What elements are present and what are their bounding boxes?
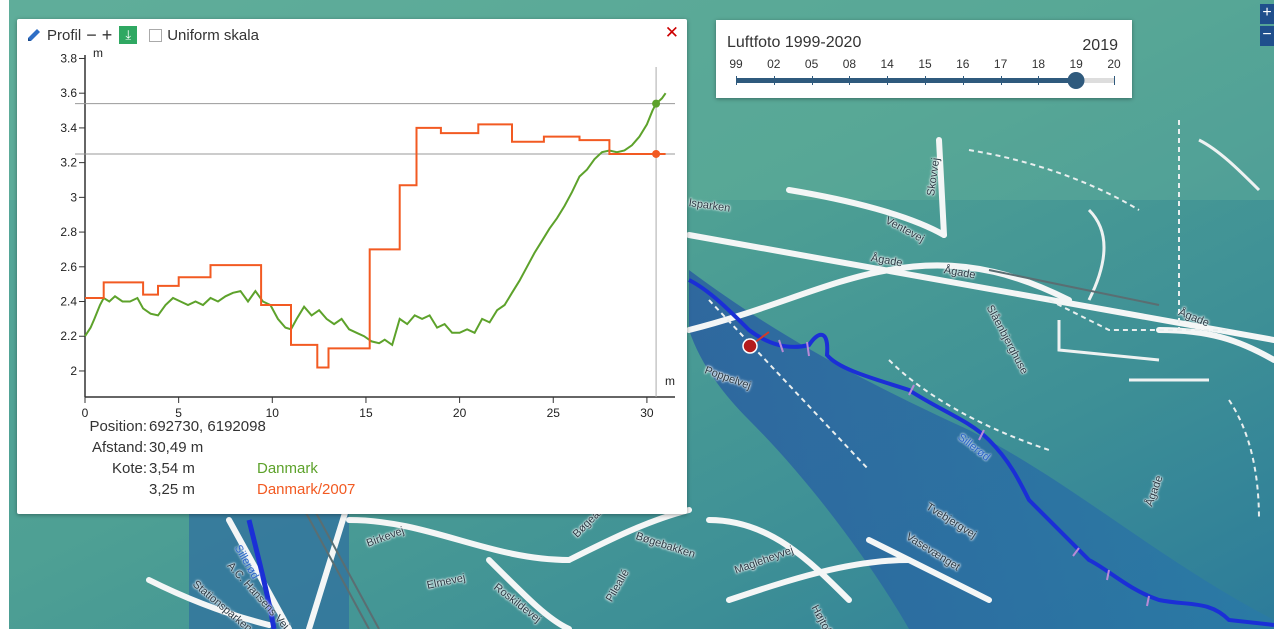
y-tick-label: 2.2 — [60, 329, 77, 343]
series-point-danmark — [652, 99, 661, 108]
profile-cursor-marker — [742, 338, 758, 354]
x-tick-label: 30 — [640, 406, 654, 419]
timeline-tick-label[interactable]: 15 — [918, 57, 932, 71]
elevation-value-2: 3,25 m — [149, 481, 195, 498]
profile-zoom-out-button[interactable]: − — [86, 25, 97, 45]
map-zoom-in-button[interactable]: + — [1260, 4, 1274, 24]
profile-chart[interactable]: 2 2.2 2.4 2.6 2.8 3 3.2 3.4 3.6 3.8 0 5 10 15 20 25 30 m m — [17, 47, 687, 419]
x-unit-label: m — [665, 374, 675, 388]
series-point-danmark-2007 — [652, 149, 661, 158]
timeline-tick-label[interactable]: 16 — [956, 57, 970, 71]
timeline-ticks: 99 02 05 08 14 15 16 17 18 19 20 — [716, 57, 1132, 71]
timeline-tick-mark — [773, 76, 775, 85]
x-tick-label: 0 — [82, 406, 89, 419]
timeline-tick-label[interactable]: 19 — [1069, 57, 1083, 71]
y-tick-label: 3.8 — [60, 51, 77, 65]
x-tick-label: 25 — [547, 406, 561, 419]
timeline-tick-label[interactable]: 05 — [804, 57, 819, 71]
y-unit-label: m — [93, 47, 103, 60]
timeline-selected-year: 2019 — [1082, 37, 1118, 54]
map-zoom-out-button[interactable]: − — [1260, 26, 1274, 46]
timeline-tick-label[interactable]: 99 — [729, 57, 743, 71]
y-tick-label: 3.2 — [60, 156, 77, 170]
uniform-scale-label[interactable]: Uniform skala — [167, 26, 259, 44]
timeline-tick-mark — [925, 76, 926, 85]
timeline-tick-mark — [1038, 76, 1040, 85]
timeline-tick-mark — [849, 76, 851, 85]
download-icon[interactable]: ⤓ — [119, 26, 138, 44]
profile-panel: Profil − + ⤓ Uniform skala ✕ 2 2.2 2.4 2.6 2… — [17, 19, 687, 514]
timeline-tick-label[interactable]: 14 — [880, 57, 894, 71]
x-tick-label: 10 — [266, 406, 280, 419]
profile-zoom-in-button[interactable]: + — [101, 25, 113, 45]
timeline-title: Luftfoto 1999-2020 — [727, 34, 862, 51]
timeline-tick-mark — [811, 76, 813, 85]
series-line-danmark-2007 — [85, 123, 666, 369]
x-tick-label: 20 — [453, 406, 467, 419]
pencil-icon[interactable] — [25, 26, 43, 44]
elevation-label: Kote: — [111, 460, 147, 477]
timeline-slider[interactable] — [736, 72, 1115, 89]
timeline-tick-label[interactable]: 08 — [842, 57, 857, 71]
y-tick-label: 3 — [70, 190, 77, 204]
elevation-value-1: 3,54 m — [149, 460, 195, 477]
distance-label: Afstand: — [91, 439, 147, 456]
y-tick-label: 2.8 — [60, 225, 77, 239]
y-tick-label: 3.4 — [60, 121, 77, 135]
timeline-tick-mark — [1114, 76, 1115, 85]
timeline-tick-mark — [1000, 76, 1002, 85]
timeline-tick-label[interactable]: 02 — [767, 57, 781, 71]
timeline-tick-mark — [736, 76, 737, 85]
timeline-tick-label[interactable]: 17 — [993, 57, 1008, 71]
profile-title: Profil — [47, 26, 82, 44]
y-tick-label: 3.6 — [60, 86, 77, 100]
position-label: Position: — [89, 418, 147, 435]
profile-toolbar: Profil − + ⤓ Uniform skala — [25, 25, 259, 45]
timeline-tick-mark — [962, 76, 964, 85]
uniform-scale-checkbox[interactable] — [149, 28, 163, 42]
position-value: 692730, 6192098 — [149, 418, 266, 435]
distance-value: 30,49 m — [149, 439, 204, 456]
close-icon[interactable]: ✕ — [664, 23, 679, 42]
aerial-photo-timeline: Luftfoto 1999-2020 2019 99 02 05 08 14 15 16 17… — [716, 20, 1132, 98]
y-tick-label: 2.4 — [60, 295, 77, 309]
timeline-tick-mark — [1076, 76, 1078, 85]
timeline-tick-label[interactable]: 18 — [1031, 57, 1046, 71]
timeline-slider-fill — [736, 78, 1077, 83]
y-tick-label: 2.6 — [60, 260, 77, 274]
series-line-danmark — [84, 92, 667, 347]
x-tick-label: 15 — [359, 406, 373, 419]
x-tick-label: 5 — [175, 406, 182, 419]
timeline-tick-mark — [887, 76, 889, 85]
timeline-tick-label[interactable]: 20 — [1107, 57, 1121, 71]
source-label-danmark: Danmark — [257, 460, 318, 477]
source-label-danmark-2007: Danmark/2007 — [257, 481, 356, 498]
y-tick-label: 2 — [70, 364, 77, 378]
